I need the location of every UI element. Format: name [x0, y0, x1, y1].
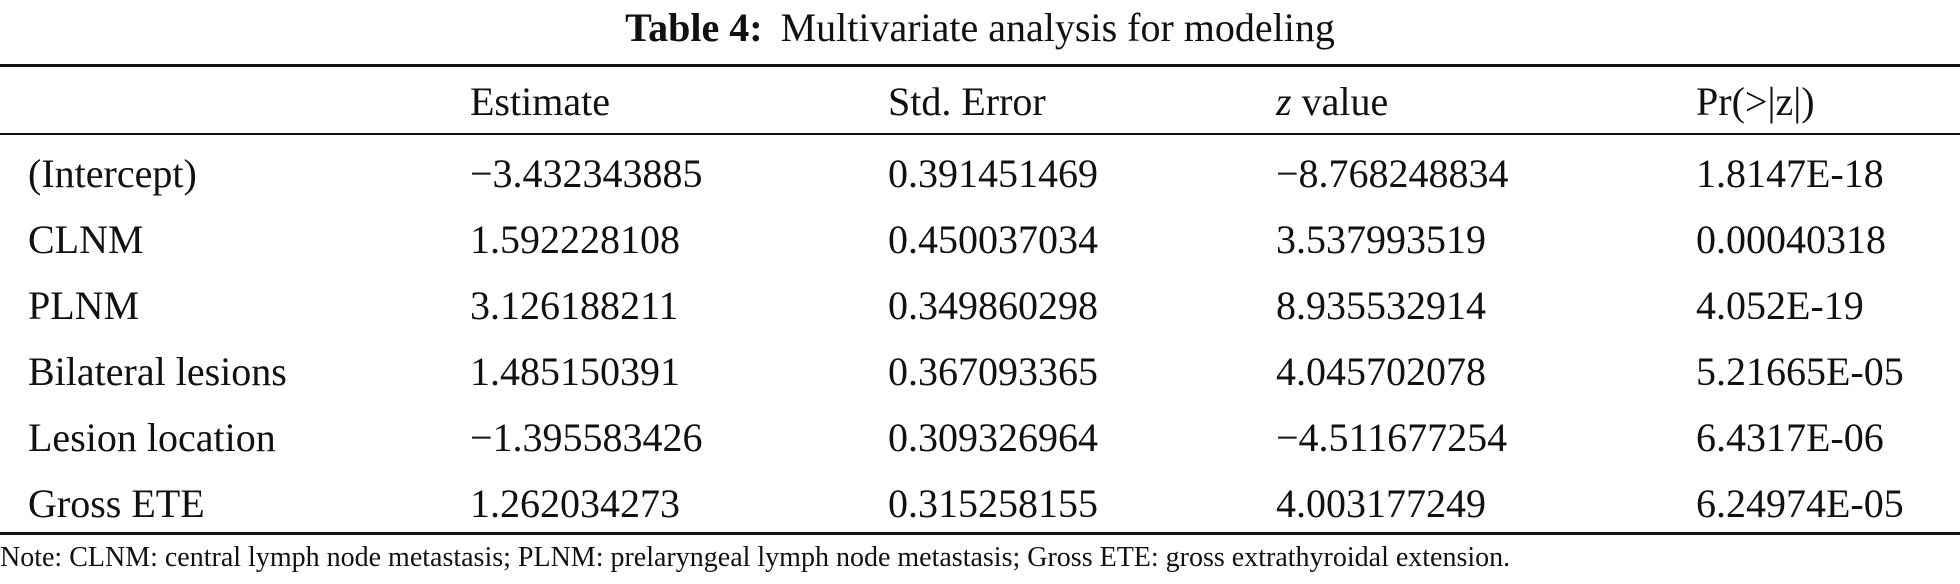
bottom-rule — [0, 532, 1960, 535]
cell-std-error: 0.309326964 — [888, 414, 1098, 460]
cell-estimate: −3.432343885 — [470, 150, 703, 196]
cell-pr: 4.052E-19 — [1696, 282, 1864, 328]
header-z-value: z value — [1276, 70, 1696, 132]
table-body: (Intercept) −3.432343885 0.391451469 −8.… — [0, 140, 1960, 536]
cell-pr: 0.00040318 — [1696, 216, 1886, 262]
table-header: Estimate Std. Error z value Pr(>|z|) — [0, 70, 1960, 132]
cell-z-value: 4.003177249 — [1276, 480, 1486, 526]
table-row: CLNM 1.592228108 0.450037034 3.537993519… — [0, 206, 1960, 272]
cell-pr: 5.21665E-05 — [1696, 348, 1904, 394]
cell-z-value: −4.511677254 — [1276, 414, 1508, 460]
header-z-symbol: z — [1276, 78, 1292, 124]
header-std-error: Std. Error — [888, 78, 1046, 124]
table-row: (Intercept) −3.432343885 0.391451469 −8.… — [0, 140, 1960, 206]
table-title-label: Table 4: — [625, 5, 763, 50]
header-estimate: Estimate — [470, 78, 610, 124]
cell-z-value: −8.768248834 — [1276, 150, 1509, 196]
table-row: Bilateral lesions 1.485150391 0.36709336… — [0, 338, 1960, 404]
cell-estimate: 1.262034273 — [470, 480, 680, 526]
header-row: Estimate Std. Error z value Pr(>|z|) — [0, 70, 1960, 132]
row-name: Lesion location — [28, 414, 276, 460]
table-row: PLNM 3.126188211 0.349860298 8.935532914… — [0, 272, 1960, 338]
table-row: Gross ETE 1.262034273 0.315258155 4.0031… — [0, 470, 1960, 536]
cell-pr: 1.8147E-18 — [1696, 150, 1884, 196]
cell-std-error: 0.391451469 — [888, 150, 1098, 196]
top-rule — [0, 64, 1960, 67]
cell-std-error: 0.367093365 — [888, 348, 1098, 394]
header-cell-empty — [0, 70, 470, 132]
header-pr: Pr(>|z|) — [1696, 78, 1815, 124]
cell-pr: 6.4317E-06 — [1696, 414, 1884, 460]
header-rule — [0, 133, 1960, 135]
cell-std-error: 0.349860298 — [888, 282, 1098, 328]
cell-estimate: 1.485150391 — [470, 348, 680, 394]
cell-z-value: 4.045702078 — [1276, 348, 1486, 394]
table-note: Note: CLNM: central lymph node metastasi… — [0, 542, 1511, 573]
cell-pr: 6.24974E-05 — [1696, 480, 1904, 526]
cell-z-value: 8.935532914 — [1276, 282, 1486, 328]
cell-std-error: 0.450037034 — [888, 216, 1098, 262]
table-row: Lesion location −1.395583426 0.309326964… — [0, 404, 1960, 470]
header-z-rest: value — [1291, 78, 1389, 124]
cell-z-value: 3.537993519 — [1276, 216, 1486, 262]
cell-estimate: 1.592228108 — [470, 216, 680, 262]
row-name: Bilateral lesions — [28, 348, 287, 394]
table-title: Table 4: Multivariate analysis for modeli… — [0, 4, 1960, 52]
row-name: Gross ETE — [28, 480, 205, 526]
cell-estimate: 3.126188211 — [470, 282, 679, 328]
row-name: CLNM — [28, 216, 144, 262]
table-title-text: Multivariate analysis for modeling — [780, 5, 1335, 50]
cell-std-error: 0.315258155 — [888, 480, 1098, 526]
row-name: (Intercept) — [28, 150, 197, 196]
cell-estimate: −1.395583426 — [470, 414, 703, 460]
row-name: PLNM — [28, 282, 140, 328]
